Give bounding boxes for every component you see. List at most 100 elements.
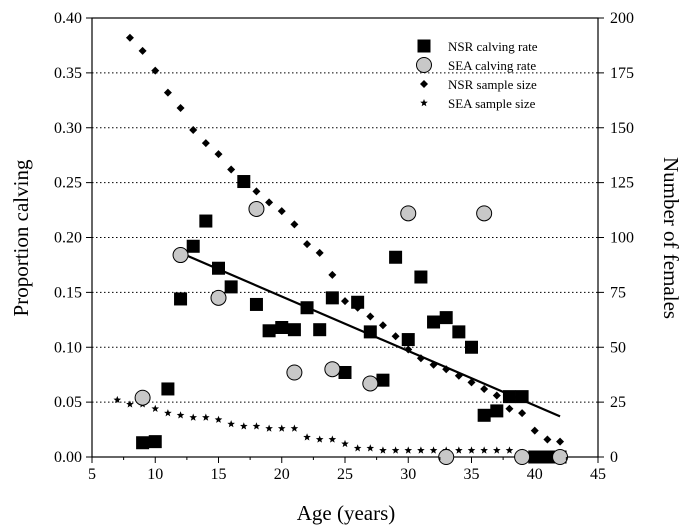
x-tick-label: 45 [590, 466, 606, 483]
nsr-sample-size-point [328, 270, 337, 279]
x-tick-label: 20 [274, 466, 290, 483]
legend-marker-nsr-calving-rate [417, 39, 431, 53]
nsr-sample-size-point [151, 66, 160, 75]
nsr-sample-size-point [138, 46, 147, 55]
y2-tick-label: 50 [610, 339, 626, 356]
sea-sample-size-point [277, 424, 286, 432]
nsr-calving-rate-point [300, 301, 314, 315]
nsr-calving-rate-point [237, 175, 251, 189]
y2-tick-label: 0 [610, 449, 618, 466]
legend-marker-nsr-sample-size [420, 80, 428, 88]
x-tick-label: 15 [211, 466, 227, 483]
sea-sample-size-point [240, 422, 248, 430]
nsr-sample-size-point [290, 220, 299, 229]
sea-sample-size-point [164, 409, 172, 417]
y2-tick-label: 125 [610, 175, 634, 192]
sea-sample-size-point [214, 415, 223, 423]
sea-sample-size-point [252, 422, 261, 430]
nsr-calving-rate-point [313, 323, 327, 337]
nsr-calving-rate-point [325, 291, 339, 305]
gridlines [92, 72, 598, 403]
nsr-sample-size-point [366, 312, 375, 321]
nsr-sample-size-point [391, 332, 400, 341]
nsr-calving-rate-point [414, 270, 428, 284]
nsr-calving-rate-point [465, 340, 478, 354]
sea-sample-size-point [467, 446, 476, 454]
nsr-sample-size-point [189, 125, 198, 134]
nsr-calving-rate-point [502, 390, 516, 404]
nsr-sample-size-point [265, 198, 274, 207]
nsr-sample-size-point [303, 240, 312, 249]
nsr-calving-rate-point [376, 373, 390, 387]
sea-sample-size-point [176, 411, 185, 419]
nsr-calving-rate-point [515, 390, 529, 404]
sea-calving-rate-point [172, 247, 189, 264]
sea-sample-size-point [202, 413, 210, 421]
sea-calving-rate-point [476, 205, 493, 222]
nsr-sample-size-point [530, 426, 539, 435]
sea-sample-size-point [189, 413, 197, 421]
y-tick-label: 0.25 [54, 175, 82, 192]
nsr-sample-size-point [416, 354, 425, 363]
x-tick-label: 40 [527, 466, 543, 483]
nsr-sample-size-point [518, 409, 527, 418]
nsr-calving-rate-point [287, 323, 301, 337]
y-tick-label: 0.10 [54, 339, 82, 356]
sea-sample-size-point [328, 435, 337, 443]
sea-sample-size-point [379, 446, 387, 454]
nsr-sample-size-point [467, 378, 476, 387]
nsr-calving-rate-point [136, 436, 150, 450]
sea-sample-size-point [480, 446, 488, 454]
y2-tick-label: 100 [610, 230, 634, 247]
nsr-sample-size-point [214, 150, 223, 159]
data-marks [113, 33, 569, 465]
nsr-calving-rate-point [275, 320, 289, 334]
sea-sample-size-point [404, 446, 413, 454]
nsr-sample-size-point [442, 365, 451, 374]
nsr-sample-size-point [341, 297, 349, 306]
x-tick-label: 10 [147, 466, 163, 483]
y2-axis-title: Number of females [659, 157, 683, 319]
nsr-sample-size-point [125, 33, 134, 42]
sea-sample-size-point [113, 395, 122, 404]
sea-calving-rate-point [324, 361, 341, 378]
nsr-sample-size-point [404, 345, 413, 354]
y2-tick-label: 75 [610, 284, 626, 301]
nsr-calving-rate-series [136, 175, 567, 464]
nsr-sample-size-point [429, 360, 438, 369]
nsr-sample-size-point [163, 88, 172, 97]
y-tick-label: 0.40 [54, 10, 82, 27]
legend-label: SEA sample size [448, 96, 536, 111]
x-axis-title: Age (years) [297, 501, 396, 525]
nsr-calving-rate-point [351, 295, 365, 309]
sea-calving-rate-point [514, 449, 531, 465]
sea-calving-rate-point [248, 200, 265, 217]
sea-sample-size-point [315, 435, 324, 443]
sea-sample-size-point [353, 444, 362, 452]
nsr-calving-rate-point [540, 450, 554, 464]
sea-sample-size-point [391, 446, 400, 454]
sea-sample-size-point [265, 424, 273, 432]
sea-calving-rate-point [210, 289, 227, 306]
nsr-sample-size-point [543, 435, 552, 444]
sea-calving-rate-point [552, 449, 569, 465]
y2-tick-label: 200 [610, 10, 634, 27]
sea-sample-size-point [417, 446, 425, 454]
y2-tick-label: 25 [610, 394, 626, 411]
y-tick-label: 0.35 [54, 65, 82, 82]
sea-calving-rate-point [134, 389, 151, 406]
legend-marker-sea-calving-rate [416, 57, 432, 73]
nsr-calving-rate-point [490, 404, 504, 418]
nsr-calving-rate-point [439, 311, 453, 325]
nsr-sample-size-point [556, 437, 565, 446]
y-tick-label: 0.30 [54, 120, 82, 137]
nsr-sample-size-point [227, 165, 236, 174]
sea-calving-rate-series [134, 200, 569, 465]
sea-calving-rate-point [362, 375, 379, 392]
nsr-sample-size-point [454, 371, 463, 380]
ticks: 5 10 15 20 25 30 35 40 45 0.00 0.05 0.10 0.15 0.20 0.2… [54, 10, 634, 483]
nsr-calving-rate-point [427, 315, 441, 329]
nsr-sample-size-point [480, 384, 489, 393]
nsr-sample-size-point [176, 103, 185, 112]
